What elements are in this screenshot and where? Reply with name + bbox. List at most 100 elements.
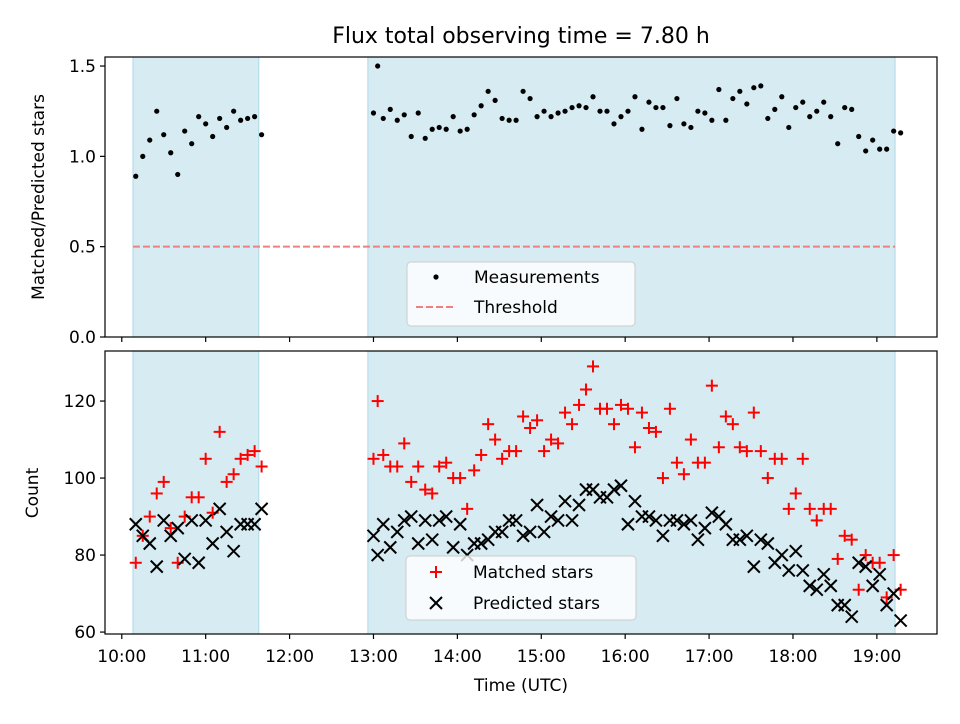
y-tick-label: 0.5 xyxy=(69,238,96,258)
y-tick-label: 0.0 xyxy=(69,328,96,348)
measurement-point xyxy=(485,88,491,94)
measurement-point xyxy=(583,104,589,111)
matched-star-point xyxy=(461,502,474,515)
predicted-star-point xyxy=(628,494,642,508)
measurement-point xyxy=(723,117,729,123)
matched-star-point xyxy=(754,445,767,458)
legend-dot-icon xyxy=(433,274,439,280)
legend-matched-label: Matched stars xyxy=(473,563,593,583)
y-tick-label: 100 xyxy=(64,469,96,489)
matched-star-point xyxy=(241,448,254,461)
predicted-star-point xyxy=(719,517,733,531)
matched-star-point xyxy=(810,514,823,527)
predicted-star-point xyxy=(390,525,404,539)
measurement-point xyxy=(821,99,827,105)
matched-star-point xyxy=(607,418,620,431)
matched-star-point xyxy=(192,491,205,504)
predicted-star-point xyxy=(212,502,227,516)
x-tick-label: 14:00 xyxy=(433,647,482,667)
legend-x-icon xyxy=(429,596,443,610)
measurement-point xyxy=(807,114,813,120)
measurement-point xyxy=(492,97,498,103)
x-tick-label: 16:00 xyxy=(601,647,650,667)
measurement-point xyxy=(224,124,230,131)
measurement-point xyxy=(408,133,414,140)
bottom-axes-frame xyxy=(104,350,938,635)
y-tick-label: 80 xyxy=(74,546,96,566)
matched-star-point xyxy=(143,510,156,523)
measurement-point xyxy=(828,114,834,120)
measurement-point xyxy=(380,115,386,122)
measurement-point xyxy=(401,112,407,118)
predicted-star-point xyxy=(684,513,698,528)
measurement-point xyxy=(436,124,442,131)
predicted-star-point xyxy=(614,479,628,493)
x-tick-label: 19:00 xyxy=(852,647,901,667)
matched-star-point xyxy=(227,468,240,481)
predicted-star-point xyxy=(656,529,670,543)
measurement-point xyxy=(534,114,540,120)
predicted-star-point xyxy=(893,613,908,628)
predicted-star-point xyxy=(677,517,691,531)
count-points xyxy=(129,360,908,628)
predicted-star-point xyxy=(544,509,558,524)
predicted-star-point xyxy=(516,529,530,543)
measurement-point xyxy=(443,126,449,132)
measurement-point xyxy=(877,146,883,152)
bottom-y-axis-label: Count xyxy=(23,467,43,518)
measurement-point xyxy=(154,108,160,114)
matched-star-point xyxy=(775,452,788,465)
measurement-point xyxy=(653,104,659,111)
measurement-point xyxy=(450,114,456,120)
matched-star-point xyxy=(468,464,481,477)
predicted-star-point xyxy=(747,559,761,574)
legend-threshold-label: Threshold xyxy=(473,298,558,318)
bottom-y-ticks: 60 80 100 120 xyxy=(64,392,105,643)
predicted-star-point xyxy=(872,567,887,582)
matched-star-point xyxy=(440,456,453,469)
matched-star-point xyxy=(747,406,760,419)
matched-star-point xyxy=(566,418,579,431)
measurement-point xyxy=(737,88,743,94)
predicted-star-point xyxy=(404,509,418,524)
measurement-point xyxy=(210,133,216,140)
measurement-point xyxy=(849,106,855,112)
matched-star-point xyxy=(496,452,509,465)
measurement-point xyxy=(681,121,687,127)
matched-star-point xyxy=(510,445,523,458)
predicted-star-point xyxy=(740,529,754,543)
predicted-star-point xyxy=(803,579,817,593)
measurement-point xyxy=(576,103,582,109)
predicted-star-point xyxy=(530,498,544,512)
matched-star-point xyxy=(157,475,170,488)
predicted-star-point xyxy=(698,521,712,535)
measurement-point xyxy=(415,110,421,116)
matched-star-point xyxy=(482,418,495,431)
predicted-star-point xyxy=(205,536,220,551)
predicted-star-point xyxy=(439,509,453,524)
predicted-star-point xyxy=(817,567,831,582)
predicted-star-point xyxy=(366,529,381,543)
matched-star-point xyxy=(587,360,600,373)
top-axes-frame xyxy=(104,56,938,338)
matched-star-point xyxy=(705,379,718,392)
matched-star-point xyxy=(733,441,746,454)
measurement-point xyxy=(252,114,258,120)
measurement-point xyxy=(161,132,167,138)
predicted-star-point xyxy=(572,498,586,512)
measurement-point xyxy=(793,104,799,111)
matched-star-point xyxy=(789,487,802,500)
predicted-star-point xyxy=(425,532,439,547)
matched-star-point xyxy=(517,410,530,423)
predicted-star-point xyxy=(495,525,509,539)
x-tick-label: 13:00 xyxy=(349,647,398,667)
matched-star-point xyxy=(391,460,404,473)
matched-star-point xyxy=(475,448,488,461)
predicted-star-point xyxy=(184,513,199,528)
measurement-point xyxy=(814,108,820,114)
measurement-point xyxy=(898,130,904,136)
measurement-point xyxy=(527,95,533,102)
measurement-point xyxy=(891,128,897,134)
predicted-star-point xyxy=(247,517,262,531)
matched-star-point xyxy=(255,460,268,473)
